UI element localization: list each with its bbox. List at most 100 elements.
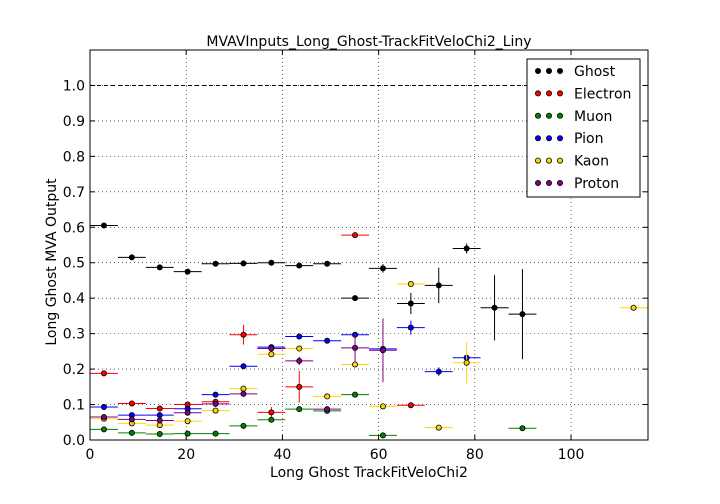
data-point — [240, 260, 247, 267]
data-point — [296, 383, 303, 390]
data-point — [324, 406, 331, 413]
data-point — [184, 268, 191, 275]
legend-marker — [557, 90, 564, 97]
legend-marker — [557, 112, 564, 119]
legend-marker — [557, 157, 564, 164]
data-point — [156, 264, 163, 271]
data-point — [379, 347, 386, 354]
legend-marker — [535, 157, 542, 164]
legend-marker — [557, 135, 564, 142]
data-point — [407, 324, 414, 331]
data-point — [240, 422, 247, 429]
data-point — [435, 282, 442, 289]
data-point — [156, 430, 163, 437]
data-point — [100, 404, 107, 411]
series-proton — [90, 318, 397, 424]
series-muon — [90, 391, 537, 439]
x-tick-label: 40 — [273, 447, 291, 463]
legend-marker — [546, 179, 553, 186]
data-point — [296, 262, 303, 269]
plot-frame — [89, 49, 649, 441]
data-point — [324, 337, 331, 344]
data-point — [268, 259, 275, 266]
series-kaon — [90, 280, 648, 431]
x-axis-label: Long Ghost TrackFitVeloChi2 — [270, 465, 468, 481]
data-layer — [90, 222, 648, 439]
legend-label: Pion — [574, 131, 603, 147]
data-point — [212, 407, 219, 414]
data-point — [240, 390, 247, 397]
data-point — [407, 300, 414, 307]
data-point — [519, 311, 526, 318]
legend-marker — [535, 68, 542, 75]
y-tick-label: 1.0 — [63, 78, 85, 94]
x-tick-label: 60 — [370, 447, 388, 463]
y-tick-label: 0.8 — [63, 149, 85, 165]
series-ghost — [90, 222, 537, 360]
legend-marker — [546, 112, 553, 119]
data-point — [100, 426, 107, 433]
data-point — [212, 400, 219, 407]
data-point — [463, 359, 470, 366]
legend-label: Ghost — [574, 64, 616, 80]
data-point — [324, 260, 331, 267]
data-point — [156, 405, 163, 412]
x-tick-label: 20 — [177, 447, 195, 463]
legend-label: Kaon — [574, 154, 609, 170]
data-point — [379, 403, 386, 410]
series-electron — [90, 232, 425, 418]
y-tick-label: 0.3 — [63, 327, 85, 343]
data-point — [268, 409, 275, 416]
data-point — [268, 416, 275, 423]
legend-entry-proton: Proton — [535, 176, 619, 192]
x-tick-label: 80 — [466, 447, 484, 463]
data-point — [240, 331, 247, 338]
data-point — [296, 357, 303, 364]
y-tick-label: 0.4 — [63, 291, 85, 307]
legend-marker — [535, 135, 542, 142]
legend-label: Muon — [574, 109, 612, 125]
legend-marker — [546, 135, 553, 142]
data-point — [352, 344, 359, 351]
data-point — [128, 254, 135, 261]
legend-label: Electron — [574, 86, 631, 102]
data-point — [212, 391, 219, 398]
chart-title: MVAVInputs_Long_Ghost-TrackFitVeloChi2_L… — [206, 34, 531, 50]
legend-marker — [535, 179, 542, 186]
data-point — [296, 345, 303, 352]
legend-entry-muon: Muon — [535, 109, 612, 125]
legend: Ghost Electron Muon Pion Kaon Proton — [526, 58, 641, 198]
y-tick-label: 0.5 — [63, 256, 85, 272]
data-point — [352, 232, 359, 239]
y-tick-label: 0.6 — [63, 220, 85, 236]
y-tick-label: 0.1 — [63, 398, 85, 414]
data-point — [407, 402, 414, 409]
data-point — [240, 385, 247, 392]
data-point — [156, 412, 163, 419]
legend-box — [526, 58, 641, 198]
legend-entry-ghost: Ghost — [535, 64, 616, 80]
data-point — [268, 351, 275, 358]
legend-marker — [535, 112, 542, 119]
data-point — [212, 430, 219, 437]
legend-entry-electron: Electron — [535, 86, 631, 102]
data-point — [184, 430, 191, 437]
data-point — [184, 418, 191, 425]
data-point — [463, 245, 470, 252]
y-tick-label: 0.2 — [63, 362, 85, 378]
data-point — [128, 416, 135, 423]
data-point — [352, 361, 359, 368]
data-point — [491, 304, 498, 311]
y-axis-label: Long Ghost MVA Output — [44, 178, 60, 346]
data-point — [379, 265, 386, 272]
y-tick-label: 0.9 — [63, 114, 85, 130]
data-point — [100, 222, 107, 229]
legend-entry-kaon: Kaon — [535, 154, 609, 170]
data-point — [352, 391, 359, 398]
legend-marker — [557, 68, 564, 75]
y-tick-label: 0.7 — [63, 185, 85, 201]
legend-marker — [546, 68, 553, 75]
legend-marker — [535, 90, 542, 97]
data-point — [519, 425, 526, 432]
